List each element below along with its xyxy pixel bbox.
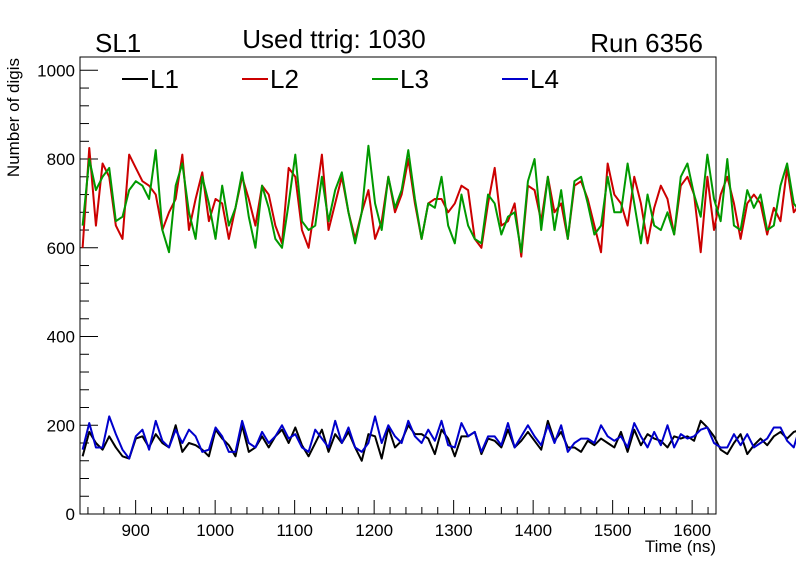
y-tick-label: 1000 [37, 61, 75, 80]
corner-label-left: SL1 [95, 28, 141, 58]
series-line-l4 [81, 415, 796, 460]
y-tick-label: 800 [47, 150, 75, 169]
y-tick-label: 400 [47, 328, 75, 347]
chart-title: Used ttrig: 1030 [242, 24, 426, 54]
legend-label-l3: L3 [400, 64, 429, 94]
series-line-l2 [81, 146, 796, 258]
x-axis-label: Time (ns) [645, 537, 716, 556]
plot-frame [79, 56, 717, 515]
legend-label-l2: L2 [270, 64, 299, 94]
legend-label-l4: L4 [530, 64, 559, 94]
x-tick-label: 1000 [196, 521, 234, 540]
x-tick-label: 1200 [355, 521, 393, 540]
series-line-l3 [81, 144, 796, 254]
x-tick-label: 1500 [594, 521, 632, 540]
x-tick-label: 900 [121, 521, 149, 540]
corner-label-right: Run 6356 [590, 28, 703, 58]
x-tick-label: 1600 [673, 521, 711, 540]
y-axis-label: Number of digis [4, 58, 23, 177]
x-tick-label: 1300 [435, 521, 473, 540]
legend-label-l1: L1 [150, 64, 179, 94]
x-tick-label: 1400 [514, 521, 552, 540]
y-tick-label: 600 [47, 239, 75, 258]
legend: L1 L2 L3 L4 [122, 64, 559, 94]
x-tick-label: 1100 [276, 521, 313, 540]
y-tick-label: 200 [47, 416, 75, 435]
axis-tick-labels: 900 1000 1100 1200 1300 1400 1500 1600 0 200 400 60… [37, 61, 711, 540]
y-tick-label: 0 [66, 505, 75, 524]
axis-ticks [80, 69, 709, 515]
series-lines [81, 144, 796, 462]
